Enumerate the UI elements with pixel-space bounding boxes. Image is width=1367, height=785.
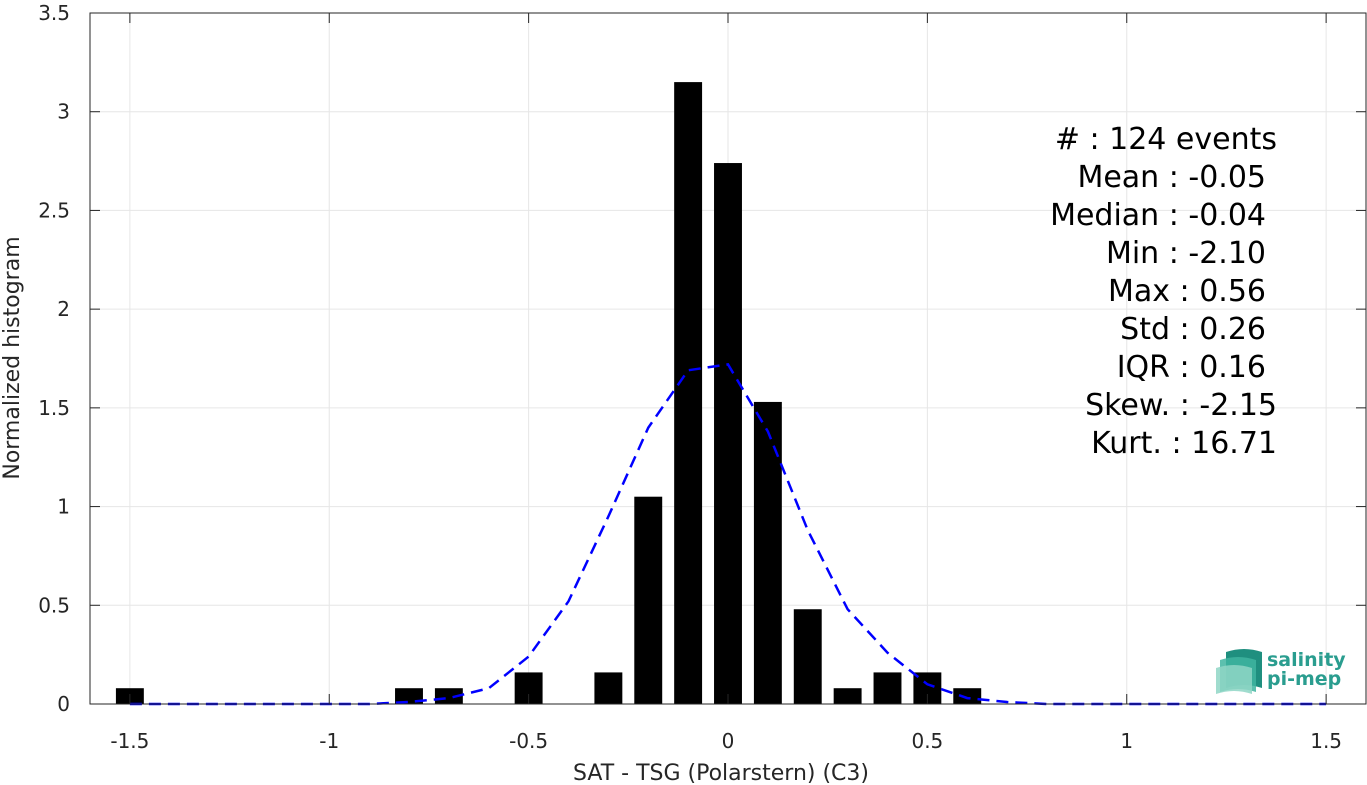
y-tick-label: 2 — [57, 297, 70, 321]
y-tick-label: 2.5 — [38, 198, 70, 222]
logo-line-1: salinity — [1267, 649, 1346, 671]
histogram-bar — [953, 688, 982, 704]
y-tick-labels: 0 0.5 1 1.5 2 2.5 3 3.5 — [38, 1, 70, 716]
x-tick-label: 1 — [1120, 729, 1133, 753]
y-tick-label: 1 — [57, 495, 70, 519]
stats-line: # : 124 events — [1055, 122, 1277, 157]
histogram-bar — [634, 496, 663, 704]
x-tick-label: -0.5 — [509, 729, 548, 753]
histogram-bar — [674, 82, 703, 705]
histogram-bar — [434, 688, 463, 704]
x-tick-label: -1 — [319, 729, 339, 753]
x-tick-label: 0 — [722, 729, 735, 753]
salinity-pi-mep-logo: salinity pi-mep — [1216, 649, 1346, 694]
histogram-bar — [395, 688, 423, 704]
y-tick-label: 0.5 — [38, 593, 70, 617]
y-axis-label: Normalized histogram — [0, 236, 25, 479]
logo-line-2: pi-mep — [1267, 668, 1341, 690]
x-tick-label: 1.5 — [1310, 729, 1342, 753]
histogram-bars — [115, 82, 982, 705]
histogram-bar — [714, 163, 742, 704]
histogram-bar — [833, 688, 862, 704]
stats-line: Max : 0.56 — [1108, 274, 1266, 309]
stats-line: Mean : -0.05 — [1077, 160, 1266, 195]
stats-line: Min : -2.10 — [1106, 236, 1266, 271]
x-tick-label: 0.5 — [911, 729, 943, 753]
x-tick-label: -1.5 — [110, 729, 149, 753]
wave-icon — [1216, 649, 1262, 694]
x-axis-label: SAT - TSG (Polarstern) (C3) — [573, 761, 869, 785]
x-tick-labels: -1.5 -1 -0.5 0 0.5 1 1.5 — [110, 729, 1342, 753]
stats-line: Median : -0.04 — [1050, 198, 1266, 233]
histogram-bar — [873, 672, 902, 704]
stats-line: IQR : 0.16 — [1117, 350, 1266, 385]
histogram-bar — [753, 401, 782, 704]
stats-line: Kurt. : 16.71 — [1091, 426, 1277, 461]
stats-line: Skew. : -2.15 — [1085, 388, 1277, 423]
histogram-bar — [594, 672, 623, 704]
histogram-bar — [793, 609, 822, 704]
stats-line: Std : 0.26 — [1120, 312, 1266, 347]
y-tick-label: 1.5 — [38, 396, 70, 420]
y-tick-label: 0 — [57, 692, 70, 716]
y-tick-label: 3 — [57, 100, 70, 124]
axis-ticks — [90, 12, 1366, 705]
y-tick-label: 3.5 — [38, 1, 70, 25]
